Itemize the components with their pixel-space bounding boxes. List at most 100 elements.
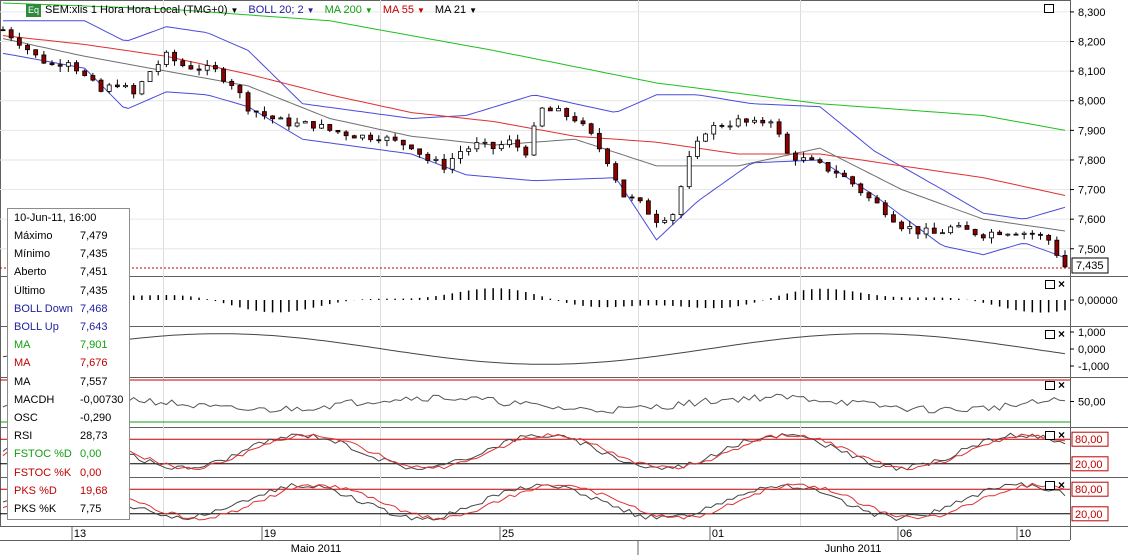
candle-body [711,124,717,135]
close-icon[interactable]: × [1058,478,1066,492]
candle-body [605,148,610,165]
candle-body [433,158,439,161]
close-icon[interactable]: × [1058,378,1066,392]
y-tick-label: 1,000 [1078,327,1106,339]
info-row: FSTOC %D 0,00 [8,445,129,463]
y-tick-label: 0,000 [1078,344,1106,356]
candle-body [139,81,145,95]
y-tick-label: 20,00 [1075,509,1103,521]
candle-body [980,234,986,239]
info-value: 7,468 [80,302,108,315]
symbol-selector[interactable]: SEM:xlis 1 Hora Hora Local (TMG+0) ▼ [45,4,244,16]
candle-body [833,170,839,174]
info-label: Último [14,284,46,297]
panel-maximize-button[interactable] [1044,4,1054,13]
symbol-label: SEM:xlis 1 Hora Hora Local (TMG+0) [45,4,228,16]
info-value: 0,00 [80,466,102,479]
chevron-down-icon[interactable]: ▼ [230,5,239,15]
indicator-0[interactable]: BOLL 20; 2 ▼ [248,4,320,16]
candle-body [49,62,55,66]
candle-body [670,214,676,221]
panel-maximize-button[interactable] [1045,431,1055,440]
info-label: BOLL Up [14,321,59,334]
candle-body [678,186,684,216]
candle-body [237,85,243,94]
candle-body [417,148,423,155]
rsi-line [2,393,1066,414]
close-icon[interactable]: × [1058,428,1066,442]
info-value: 7,479 [80,230,108,243]
candle-body [1062,254,1068,268]
candle-body [172,51,177,62]
y-tick-box [1071,481,1109,497]
info-label: PKS %D [14,484,57,497]
candle-body [1013,233,1019,236]
candle-body [997,231,1003,236]
indicator-label: MA 200 [324,4,362,16]
chevron-down-icon[interactable]: ▼ [417,5,425,15]
candle-body [948,226,954,234]
y-tick-label: 50,00 [1078,397,1106,409]
candle-body [817,159,823,163]
info-label: BOLL Down [14,302,73,315]
y-tick-box [1071,456,1109,472]
close-icon[interactable]: × [1058,277,1066,291]
candle-body [319,124,325,129]
indicator-list: BOLL 20; 2 ▼ MA 200 ▼ MA 55 ▼ MA 21 ▼ [248,4,483,16]
eq-badge[interactable]: Eq [26,3,42,17]
plot-frame [0,0,1071,527]
info-row: Máximo 7,479 [8,227,129,245]
candle-body [735,118,741,127]
osc-line [2,333,1066,365]
info-row: MA 7,901 [8,336,129,354]
indicator-3[interactable]: MA 21 ▼ [435,4,483,16]
info-value: 0,00 [80,448,102,461]
candle-body [703,133,708,142]
info-label: MACDH [14,393,55,406]
candle-body [645,200,651,215]
info-row: MACDH -0,00730 [8,391,129,409]
pks-k-line [2,482,1066,521]
x-tick-label: 13 [74,528,86,540]
chevron-down-icon[interactable]: ▼ [364,5,373,15]
close-icon[interactable]: × [1058,327,1066,341]
boll-down-line [2,52,1066,259]
ma200-line [2,2,1066,131]
candle-body [1005,233,1011,236]
y-tick-label: 7,800 [1078,155,1106,167]
last-price-box [1071,257,1109,274]
y-tick-label: 7,500 [1078,244,1106,256]
candle-body [891,214,896,223]
candle-body [57,64,63,67]
candle-body [123,85,128,88]
x-tick-label: 10 [1019,528,1031,540]
candle-body [74,62,79,72]
candle-body [768,121,774,124]
panel-maximize-button[interactable] [1045,381,1055,390]
candle-body [637,197,643,202]
candle-body [523,146,529,156]
indicator-2[interactable]: MA 55 ▼ [383,4,431,16]
candle-body [392,136,398,141]
panel-maximize-button[interactable] [1045,330,1055,339]
candle-body [33,49,39,56]
fstoc-d-line [2,433,1066,471]
candle-body [16,37,22,46]
x-tick-label: 06 [900,528,912,540]
candle-body [719,124,725,127]
chevron-down-icon[interactable]: ▼ [469,5,478,15]
candle-body [196,68,202,71]
chevron-down-icon[interactable]: ▼ [306,5,315,15]
info-row: PKS %D 19,68 [8,482,129,500]
panel-maximize-button[interactable] [1045,481,1055,490]
candle-body [351,135,357,139]
info-value: 19,68 [80,484,108,497]
indicator-1[interactable]: MA 200 ▼ [325,4,379,16]
candle-body [940,232,945,235]
info-date: 10-Jun-11, 16:00 [14,212,97,224]
candle-body [515,139,521,148]
panel-maximize-button[interactable] [1045,280,1055,289]
candle-body [474,142,480,150]
info-value: -0,00730 [80,393,124,406]
